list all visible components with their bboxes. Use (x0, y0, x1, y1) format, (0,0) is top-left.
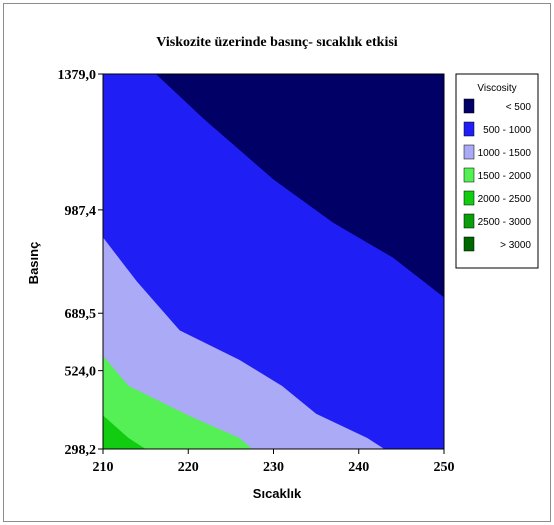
legend: Viscosity < 500 500 - 1000 1000 - 1500 1500… (455, 73, 539, 269)
chart-frame (3, 3, 551, 522)
y-tick-label: 987,4 (65, 204, 97, 219)
x-tick-label: 230 (263, 460, 284, 475)
y-axis-label: Basınç (26, 242, 41, 285)
x-tick-label: 250 (434, 460, 455, 475)
legend-label: < 500 (506, 102, 532, 113)
y-tick-label: 524,0 (65, 365, 97, 380)
y-tick-label: 1379,0 (58, 68, 97, 83)
region-2000-2500 (103, 415, 146, 449)
chart-title: Viskozite üzerinde basınç- sıcaklık etki… (156, 35, 397, 50)
region-1500-2000 (103, 355, 253, 449)
plot-area: 210 220 230 240 250 298,2 524,0 689,5 987,4 1379,… (58, 68, 455, 475)
x-tick-label: 240 (348, 460, 369, 475)
legend-swatch (463, 236, 475, 252)
x-axis-label: Sıcaklık (253, 486, 302, 501)
legend-swatch (463, 144, 475, 160)
legend-label: 1500 - 2000 (478, 171, 532, 182)
legend-swatch (463, 167, 475, 183)
legend-label: 2500 - 3000 (478, 217, 532, 228)
x-tick-label: 220 (178, 460, 199, 475)
legend-swatch (463, 98, 475, 114)
legend-label: 500 - 1000 (483, 125, 531, 136)
x-tick-label: 210 (93, 460, 114, 475)
legend-swatch (463, 213, 475, 229)
legend-title: Viscosity (477, 83, 516, 94)
legend-label: 1000 - 1500 (478, 148, 532, 159)
legend-label: > 3000 (500, 240, 531, 251)
y-tick-label: 298,2 (65, 443, 97, 458)
region-1000-1500 (103, 237, 385, 449)
legend-label: 2000 - 2500 (478, 194, 532, 205)
legend-swatch (463, 190, 475, 206)
legend-swatch (463, 121, 475, 137)
y-tick-label: 689,5 (65, 307, 97, 322)
